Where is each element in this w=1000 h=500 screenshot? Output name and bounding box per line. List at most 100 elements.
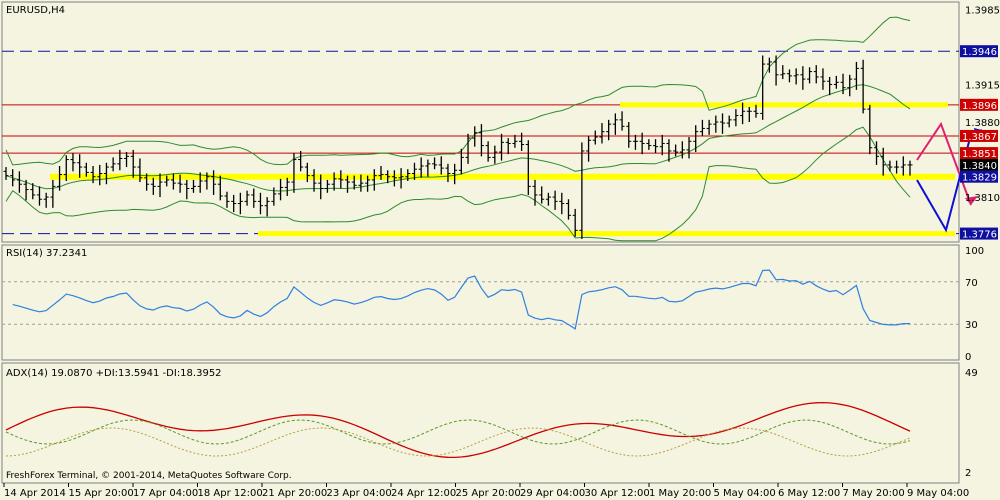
candle[interactable]: [385, 170, 391, 184]
candle[interactable]: [800, 66, 806, 90]
candle[interactable]: [807, 67, 813, 84]
candle[interactable]: [887, 160, 893, 172]
candle[interactable]: [612, 113, 618, 135]
candle[interactable]: [244, 190, 250, 206]
candle[interactable]: [532, 179, 538, 206]
candle[interactable]: [237, 192, 243, 215]
candle[interactable]: [304, 162, 310, 183]
candle[interactable]: [679, 141, 685, 159]
candle[interactable]: [177, 174, 183, 193]
candle[interactable]: [599, 123, 605, 144]
candle[interactable]: [264, 197, 270, 217]
candle[interactable]: [284, 177, 290, 197]
candle[interactable]: [418, 157, 424, 178]
candle[interactable]: [157, 173, 163, 198]
adx-series-2[interactable]: [5, 427, 911, 457]
candle[interactable]: [880, 147, 886, 176]
adx-series-1[interactable]: [5, 419, 911, 445]
candle[interactable]: [438, 156, 444, 175]
candle[interactable]: [57, 165, 63, 191]
candle[interactable]: [432, 157, 438, 170]
candle[interactable]: [545, 192, 551, 206]
candle[interactable]: [43, 192, 49, 208]
candle[interactable]: [693, 125, 699, 153]
candle[interactable]: [499, 133, 505, 161]
candle[interactable]: [30, 183, 36, 200]
candle[interactable]: [137, 158, 143, 183]
candle[interactable]: [331, 172, 337, 191]
candle[interactable]: [224, 191, 230, 208]
candle[interactable]: [90, 165, 96, 184]
candle[interactable]: [103, 162, 109, 185]
candle[interactable]: [318, 174, 324, 200]
candle[interactable]: [371, 169, 377, 191]
candle[interactable]: [780, 65, 786, 80]
candle[interactable]: [733, 109, 739, 127]
candle[interactable]: [559, 192, 565, 215]
candle[interactable]: [324, 179, 330, 193]
candle[interactable]: [391, 170, 397, 187]
candle[interactable]: [505, 138, 511, 155]
candle[interactable]: [900, 156, 906, 176]
candle[interactable]: [144, 173, 150, 191]
candle[interactable]: [786, 69, 792, 83]
candle[interactable]: [485, 141, 491, 162]
candle[interactable]: [726, 115, 732, 128]
candle[interactable]: [164, 175, 170, 187]
rsi-panel[interactable]: [1, 244, 960, 361]
candle[interactable]: [204, 172, 210, 190]
candle[interactable]: [271, 187, 277, 206]
candle[interactable]: [666, 139, 672, 162]
candle[interactable]: [572, 208, 578, 237]
candle[interactable]: [619, 111, 625, 131]
adx-panel[interactable]: [1, 362, 960, 484]
candle[interactable]: [867, 104, 873, 155]
candle[interactable]: [378, 165, 384, 180]
candle[interactable]: [83, 162, 89, 177]
candle[interactable]: [592, 130, 598, 145]
candle[interactable]: [492, 145, 498, 164]
candle[interactable]: [251, 188, 257, 208]
candle[interactable]: [519, 132, 525, 151]
candle[interactable]: [211, 170, 217, 195]
candle[interactable]: [445, 163, 451, 183]
candle[interactable]: [257, 192, 263, 215]
candle[interactable]: [405, 169, 411, 181]
candle[interactable]: [36, 186, 42, 206]
candle[interactable]: [345, 175, 351, 193]
candle[interactable]: [874, 141, 880, 165]
candle[interactable]: [773, 55, 779, 86]
candle[interactable]: [833, 75, 839, 89]
adx-series-0[interactable]: [5, 401, 911, 459]
price-panel[interactable]: [1, 1, 960, 243]
candle[interactable]: [760, 55, 766, 120]
candle[interactable]: [579, 142, 585, 239]
candle[interactable]: [646, 139, 652, 150]
candle[interactable]: [525, 140, 531, 195]
candle[interactable]: [478, 124, 484, 157]
candle[interactable]: [894, 160, 900, 174]
candle[interactable]: [793, 68, 799, 85]
candle[interactable]: [472, 126, 478, 147]
candle[interactable]: [3, 167, 9, 180]
candle[interactable]: [311, 169, 317, 192]
candle[interactable]: [231, 194, 237, 213]
candle[interactable]: [720, 113, 726, 134]
candle[interactable]: [365, 175, 371, 192]
candle[interactable]: [853, 61, 859, 90]
candle[interactable]: [351, 175, 357, 190]
candle[interactable]: [77, 154, 83, 178]
candle[interactable]: [110, 157, 116, 172]
candle[interactable]: [190, 179, 196, 193]
candle[interactable]: [699, 119, 705, 136]
candle[interactable]: [827, 76, 833, 96]
candle[interactable]: [117, 149, 123, 171]
candle[interactable]: [63, 155, 69, 181]
candle[interactable]: [70, 153, 76, 172]
candle[interactable]: [16, 171, 22, 193]
candle[interactable]: [298, 150, 304, 172]
candle[interactable]: [653, 139, 659, 154]
candle[interactable]: [197, 172, 203, 193]
candle[interactable]: [10, 169, 16, 187]
